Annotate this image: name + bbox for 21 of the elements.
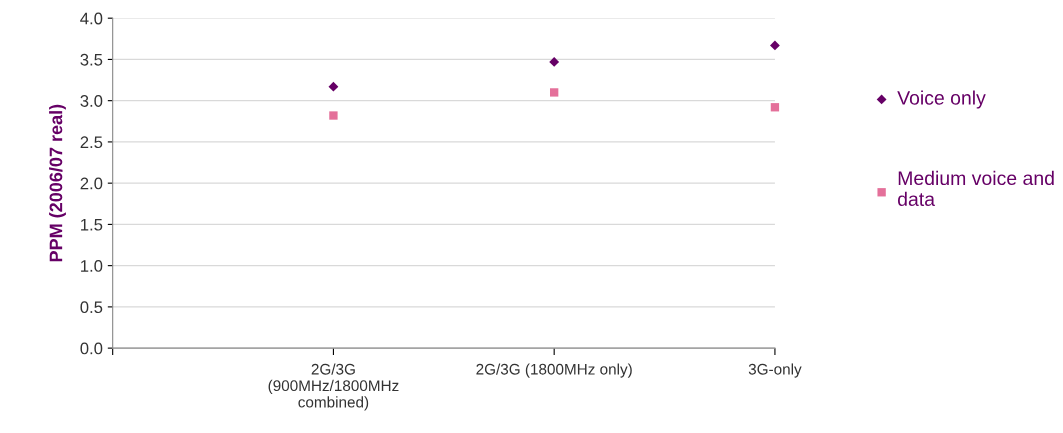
point [549, 56, 560, 67]
y-tick-label: 1.5 [81, 218, 103, 231]
y-tick-label: 0.0 [80, 342, 103, 355]
y-axis-title: PPM (2006/07 real) [49, 104, 66, 262]
y-tick-label: 2.5 [80, 136, 103, 149]
y-tick-label: 3.5 [80, 53, 103, 66]
point [328, 81, 339, 92]
legend-label: Medium voice and data [897, 170, 1054, 207]
x-tick-label: 3G-only [748, 363, 802, 378]
y-tick-label: 3.0 [80, 95, 103, 107]
x-tick-label: 2G/3G (900MHz/1800MHz combined) [268, 363, 399, 411]
x-tick-label: 2G/3G (1800MHz only) [476, 363, 632, 378]
y-tick-label: 2.0 [80, 177, 103, 190]
y-tick-label: 4.0 [80, 12, 103, 25]
point [329, 111, 338, 120]
y-tick-label: 1.0 [81, 260, 103, 272]
point [770, 40, 780, 51]
y-tick-label: 0.5 [80, 301, 103, 314]
legend-label: Voice only [897, 90, 986, 109]
point [770, 103, 780, 112]
point [550, 88, 559, 97]
